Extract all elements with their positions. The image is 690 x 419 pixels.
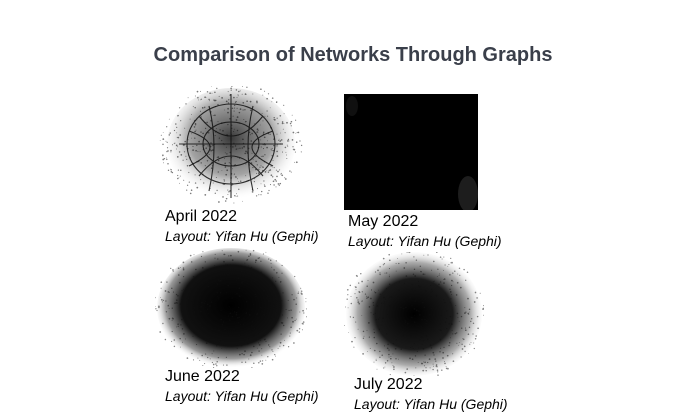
panel-layout-july: Layout: Yifan Hu (Gephi) [354,396,508,412]
network-graph-july [344,252,484,376]
panel-date-july: July 2022 [354,376,423,393]
panel-layout-june: Layout: Yifan Hu (Gephi) [165,388,319,404]
network-graph-may [344,94,478,210]
panel-date-june: June 2022 [165,368,240,385]
panel-date-may: May 2022 [348,213,419,230]
slide-title: Comparison of Networks Through Graphs [153,44,553,66]
panel-date-april: April 2022 [165,208,238,225]
network-graph-june [155,248,307,368]
panel-layout-april: Layout: Yifan Hu (Gephi) [165,228,319,244]
network-graph-april [159,86,303,204]
panel-layout-may: Layout: Yifan Hu (Gephi) [348,233,502,249]
